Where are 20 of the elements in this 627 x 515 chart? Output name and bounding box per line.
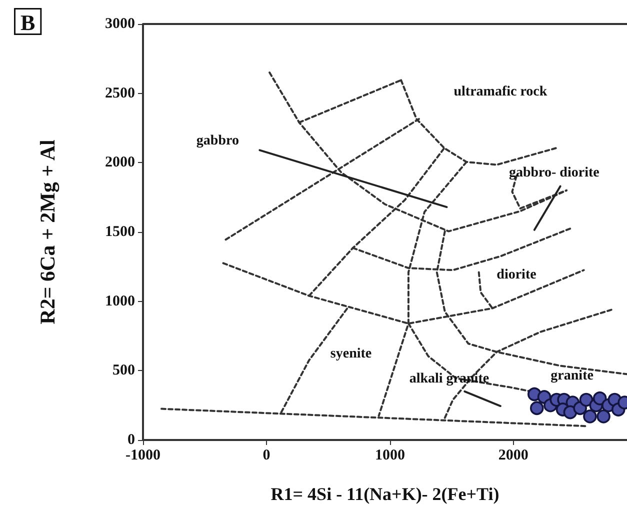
- x-tick-label: 1000: [374, 448, 405, 464]
- x-axis-title: R1= 4Si - 11(Na+K)- 2(Fe+Ti): [270, 484, 500, 504]
- y-tick-label: 2000: [105, 154, 135, 171]
- annotation: gabbro- diorite: [508, 166, 600, 181]
- y-tick-label: 0: [128, 432, 135, 448]
- y-tick-label: 1000: [105, 293, 135, 310]
- annotation: granite: [550, 368, 594, 384]
- text: B: [20, 10, 36, 35]
- x-tick-label: 2000: [498, 448, 528, 464]
- annotation: ultramafic rock: [454, 84, 548, 100]
- y-tick-label: 500: [112, 362, 135, 379]
- y-tick-label: 2500: [105, 85, 135, 102]
- x-tick-label: -1000: [126, 448, 160, 464]
- annotation: gabbro: [196, 134, 239, 149]
- y-axis-title: R2= 6Ca + 2Mg + Al: [36, 140, 60, 324]
- annotation: diorite: [496, 267, 536, 282]
- y-tick-label: 3000: [105, 16, 135, 32]
- annotation: syenite: [330, 346, 372, 362]
- y-tick-label: 1500: [105, 224, 135, 240]
- x-tick-label: 0: [262, 448, 270, 464]
